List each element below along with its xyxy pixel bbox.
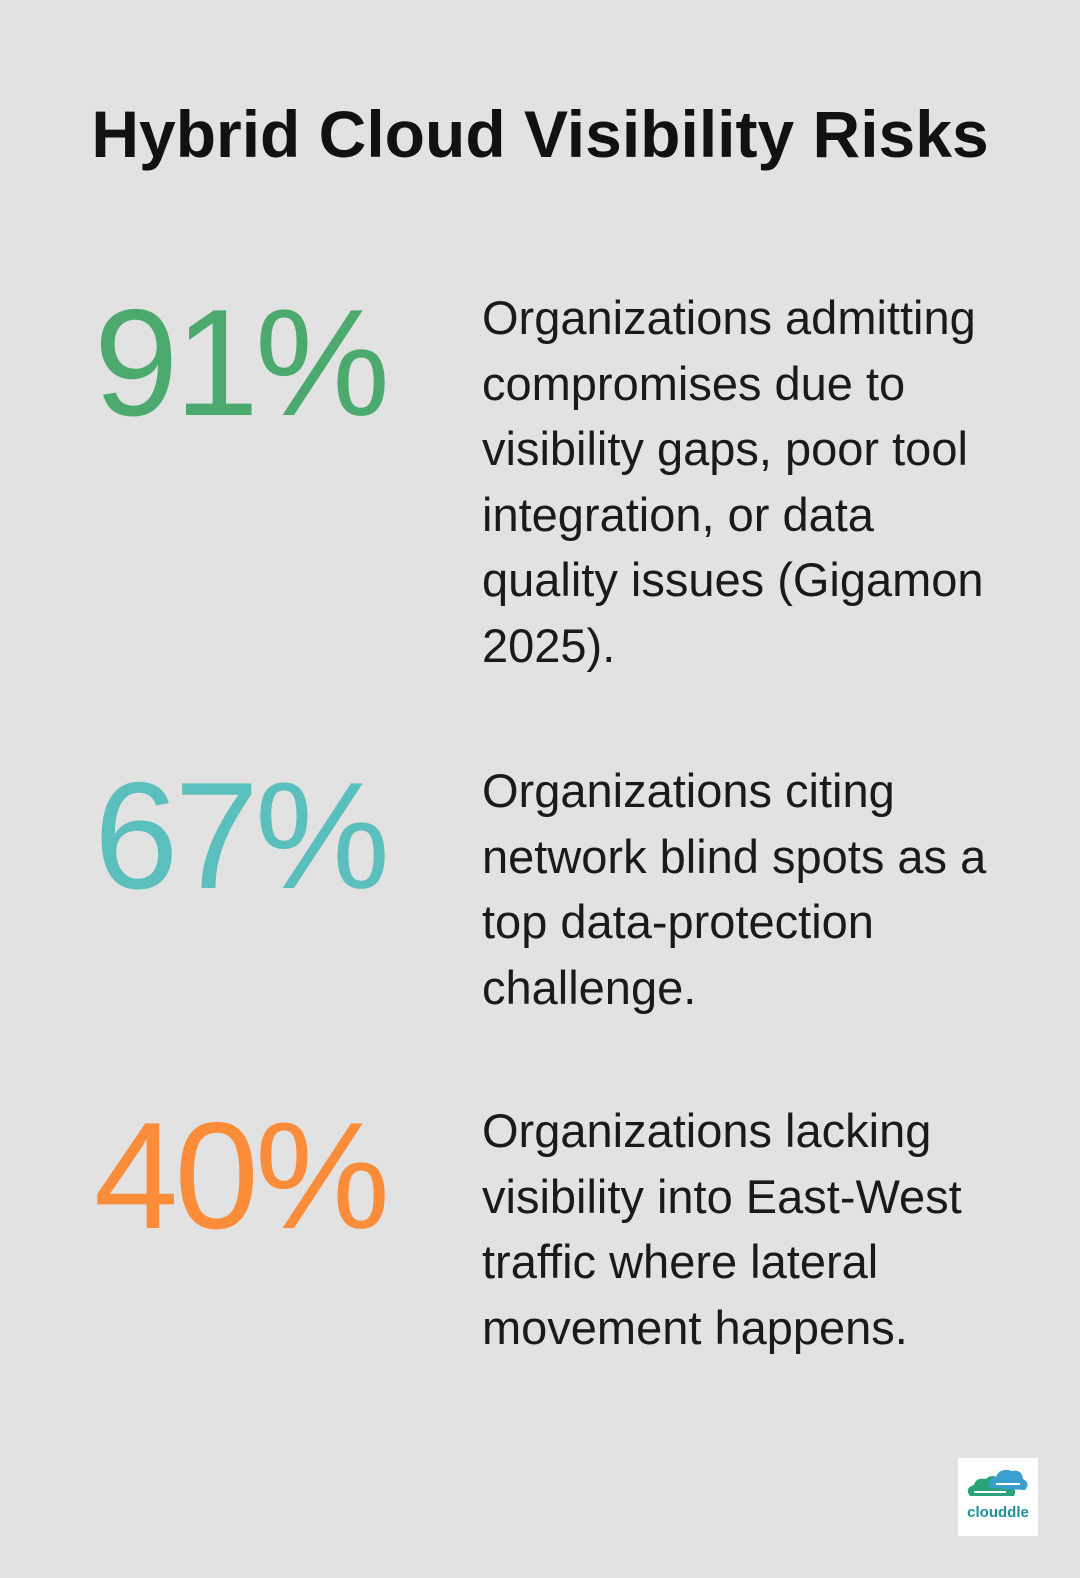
stat-text: Organizations admitting compromises due … [482, 291, 984, 672]
stat-value: 67% [93, 751, 390, 921]
logo: clouddle [958, 1458, 1038, 1536]
stat-text: Organizations lacking visibility into Ea… [482, 1104, 962, 1354]
stat-value: 91% [93, 278, 390, 448]
stat-text: Organizations citing network blind spots… [482, 764, 987, 1014]
logo-icon [967, 1469, 1028, 1496]
stat-value: 40% [93, 1091, 390, 1261]
logo-text: clouddle [967, 1504, 1029, 1521]
title: Hybrid Cloud Visibility Risks [91, 97, 989, 171]
